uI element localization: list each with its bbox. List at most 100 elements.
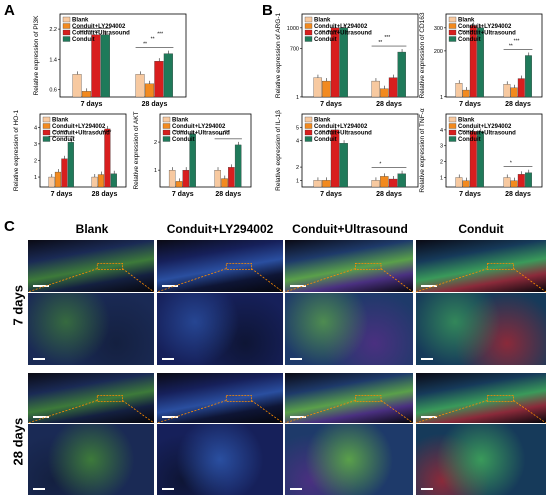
legend-swatch [42, 136, 51, 142]
bar [175, 181, 183, 188]
bar [371, 80, 380, 98]
legend-swatch [448, 23, 457, 29]
significance-marker: *** [466, 130, 472, 136]
legend-swatch [162, 116, 171, 123]
zoom-line [156, 268, 227, 293]
y-tick-label: 2 [296, 165, 299, 171]
zoom-line [415, 268, 488, 293]
significance-marker: * [510, 161, 512, 167]
significance-marker: *** [87, 30, 93, 36]
scale-bar [421, 285, 437, 287]
legend-label: Blank [314, 118, 331, 124]
legend-swatch [62, 36, 71, 42]
micrograph [285, 373, 413, 423]
panel-letter-a: A [4, 2, 15, 19]
category-label: 7 days [320, 191, 342, 198]
micrograph [157, 424, 283, 495]
bar [110, 173, 117, 188]
legend-label: Conduit+LY294002 [172, 124, 226, 130]
legend-label: Conduit+LY294002 [458, 124, 512, 130]
y-tick-label: 1 [440, 95, 443, 101]
significance-marker: ** [174, 130, 178, 136]
legend-label: Conduit [172, 137, 195, 143]
bar [469, 131, 477, 188]
category-label: 7 days [51, 191, 73, 198]
category-label: 28 days [505, 101, 531, 108]
legend-label: Blank [52, 118, 69, 124]
significance-marker: ** [58, 130, 62, 136]
bar [72, 74, 82, 98]
y-tick-label: 1 [296, 95, 299, 101]
legend-label: Conduit [72, 37, 95, 43]
bar [503, 84, 511, 98]
legend-label: Blank [458, 118, 475, 124]
legend-swatch [304, 123, 313, 129]
bar [339, 143, 348, 188]
bar [330, 129, 340, 188]
legend-swatch [304, 136, 313, 142]
zoom-line [513, 400, 547, 424]
significance-marker: *** [326, 30, 332, 36]
significance-marker: ** [509, 44, 513, 50]
legend-label: Conduit [314, 37, 337, 43]
y-tick-label: 2 [154, 140, 157, 146]
category-label: 28 days [376, 101, 402, 108]
bar [163, 53, 173, 98]
scale-bar [33, 358, 45, 360]
significance-marker: ** [151, 37, 155, 43]
bar [144, 83, 155, 98]
chart-akt: Relative expression of AKT 1 2 7 days 28 day… [133, 111, 252, 198]
y-axis-label: Relative expression of HO-1 [13, 109, 20, 191]
zoom-line [415, 400, 488, 424]
micrograph [28, 240, 154, 292]
y-tick-label: 1 [296, 178, 299, 184]
zoom-line [122, 400, 155, 424]
legend-label: Blank [172, 118, 189, 124]
bar [517, 174, 525, 188]
zoom-box [354, 395, 382, 402]
y-tick-label: 1000 [287, 26, 299, 32]
zoom-line [251, 268, 284, 293]
bar [168, 170, 176, 188]
scale-bar [290, 285, 306, 287]
micrograph [285, 293, 413, 365]
scale-bar [33, 285, 49, 287]
bar [322, 80, 331, 98]
bar [228, 167, 235, 188]
row-label-28days: 28 days [10, 417, 26, 466]
y-axis-label: Relative expression of AKT [133, 111, 140, 189]
zoom-box [225, 395, 252, 402]
significance-marker: ** [143, 42, 147, 48]
scale-bar [33, 416, 49, 418]
bar [510, 180, 518, 188]
legend-swatch [304, 16, 313, 23]
y-tick-label: 2 [440, 160, 443, 166]
bar [388, 178, 398, 188]
micrograph [28, 293, 154, 365]
y-tick-label: 1.4 [49, 57, 57, 63]
legend-swatch [62, 29, 71, 36]
scale-bar [162, 285, 178, 287]
legend-swatch [62, 16, 71, 23]
y-tick-label: 4 [440, 128, 443, 134]
bar [189, 133, 196, 188]
y-tick-label: 5 [296, 125, 299, 131]
legend-swatch [42, 123, 51, 129]
chart-ho1: Relative expression of HO-1 1 2 3 4 7 days 28 … [13, 109, 127, 198]
micrograph [28, 424, 154, 495]
micrograph [157, 240, 283, 292]
y-tick-label: 300 [434, 26, 443, 32]
category-label: 28 days [376, 191, 402, 198]
bar [503, 177, 511, 188]
y-axis-label: Relative expression of CD163 [419, 12, 426, 98]
legend-swatch [162, 136, 171, 142]
legend-label: Conduit+Ultrasound [172, 131, 230, 137]
legend-label: Conduit [458, 37, 481, 43]
y-tick-label: 200 [434, 49, 443, 55]
scale-bar [33, 488, 45, 490]
chart-tnfa: Relative expression of TNF-α 1 2 3 4 7 days 28… [419, 108, 543, 198]
y-tick-label: 1 [34, 175, 37, 181]
scale-bar [290, 488, 302, 490]
bar [313, 77, 322, 98]
bar [100, 34, 110, 98]
